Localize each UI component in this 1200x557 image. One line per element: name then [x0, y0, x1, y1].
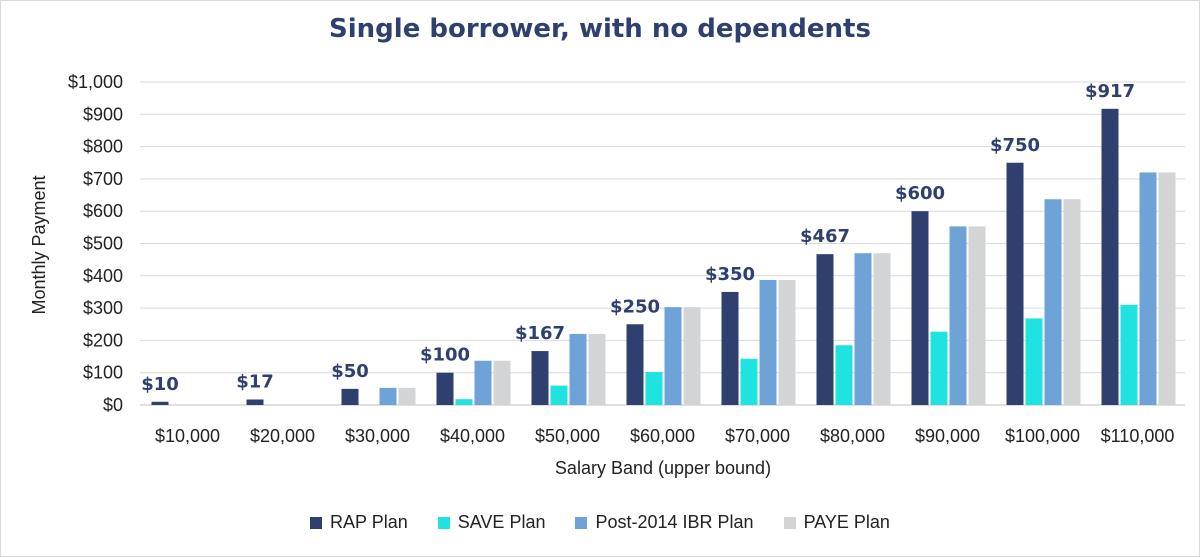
x-tick-label: $60,000 — [630, 426, 695, 446]
bar-post-2014-ibr-plan — [664, 307, 682, 405]
data-label: $167 — [515, 323, 565, 344]
x-tick-label: $20,000 — [250, 426, 315, 446]
x-tick-label: $100,000 — [1005, 426, 1080, 446]
x-axis-ticks: $10,000 $20,000 $30,000 $40,000 $50,000 $60,0… — [155, 426, 1174, 446]
bar-save-plan — [930, 331, 948, 405]
bar-paye-plan — [683, 307, 701, 405]
x-tick-label: $40,000 — [440, 426, 505, 446]
y-axis-title: Monthly Payment — [29, 175, 49, 314]
bar-paye-plan — [778, 279, 796, 405]
bar-save-plan — [1120, 304, 1138, 405]
y-tick-label: $200 — [83, 330, 123, 350]
bar-paye-plan — [398, 387, 416, 405]
legend-item: SAVE Plan — [437, 512, 546, 533]
bar-paye-plan — [968, 226, 986, 405]
bar-post-2014-ibr-plan — [854, 253, 872, 405]
bar-rap-plan — [436, 372, 454, 405]
chart-title: Single borrower, with no dependents — [329, 14, 871, 44]
data-labels: $10 $17 $50 $100 $167 $250 $350 $467 $600 $750 $91… — [141, 81, 1135, 395]
y-tick-label: $900 — [83, 104, 123, 124]
x-tick-label: $10,000 — [155, 426, 220, 446]
x-tick-label: $30,000 — [345, 426, 410, 446]
bar-paye-plan — [588, 333, 606, 405]
x-tick-label: $70,000 — [725, 426, 790, 446]
bar-save-plan — [645, 372, 663, 405]
legend-item: RAP Plan — [310, 512, 408, 533]
x-tick-label: $50,000 — [535, 426, 600, 446]
y-tick-label: $800 — [83, 137, 123, 157]
legend-label: Post-2014 IBR Plan — [595, 512, 754, 532]
y-tick-label: $1,000 — [68, 72, 123, 92]
bar-rap-plan — [721, 291, 739, 405]
bar-rap-plan — [246, 399, 264, 405]
y-tick-label: $100 — [83, 363, 123, 383]
data-label: $467 — [800, 226, 850, 247]
bar-rap-plan — [626, 324, 644, 405]
x-axis-title: Salary Band (upper bound) — [555, 458, 771, 478]
bars — [151, 108, 1176, 406]
bar-paye-plan — [1158, 172, 1176, 405]
bar-post-2014-ibr-plan — [474, 360, 492, 405]
x-tick-label: $110,000 — [1101, 426, 1175, 446]
data-label: $50 — [331, 361, 369, 382]
legend-swatch — [310, 516, 323, 529]
y-tick-label: $300 — [83, 298, 123, 318]
data-label: $600 — [895, 183, 945, 204]
bar-save-plan — [455, 399, 473, 405]
data-label: $100 — [420, 345, 470, 366]
bar-post-2014-ibr-plan — [1044, 199, 1062, 405]
bar-save-plan — [835, 345, 853, 405]
bar-save-plan — [740, 358, 758, 405]
y-tick-label: $400 — [83, 266, 123, 286]
y-tick-label: $0 — [103, 395, 123, 415]
data-label: $250 — [610, 296, 660, 317]
data-label: $750 — [990, 135, 1040, 156]
bar-paye-plan — [493, 360, 511, 405]
bar-paye-plan — [1063, 199, 1081, 405]
bar-rap-plan — [341, 388, 359, 405]
bar-post-2014-ibr-plan — [379, 387, 397, 405]
data-label: $350 — [705, 264, 755, 285]
legend-swatch — [783, 516, 796, 529]
bar-rap-plan — [1101, 108, 1119, 406]
y-axis-ticks: $0 $100 $200 $300 $400 $500 $600 $700 $800 $900 $1… — [68, 72, 123, 415]
data-label: $917 — [1085, 81, 1135, 102]
legend-label: RAP Plan — [330, 512, 408, 532]
bar-save-plan — [550, 385, 568, 405]
y-tick-label: $500 — [83, 234, 123, 254]
bar-rap-plan — [151, 401, 169, 405]
legend: RAP Plan SAVE Plan Post-2014 IBR Plan PAYE … — [0, 512, 1200, 533]
bar-rap-plan — [531, 351, 549, 405]
legend-item: PAYE Plan — [783, 512, 890, 533]
data-label: $17 — [236, 372, 274, 393]
legend-label: PAYE Plan — [803, 512, 890, 532]
bar-rap-plan — [816, 254, 834, 405]
bar-rap-plan — [1006, 162, 1024, 405]
bar-post-2014-ibr-plan — [759, 279, 777, 405]
legend-item: Post-2014 IBR Plan — [575, 512, 754, 533]
legend-label: SAVE Plan — [457, 512, 546, 532]
bar-post-2014-ibr-plan — [949, 226, 967, 405]
data-label: $10 — [141, 374, 179, 395]
bar-post-2014-ibr-plan — [1139, 172, 1157, 405]
y-tick-label: $600 — [83, 201, 123, 221]
legend-swatch — [575, 516, 588, 529]
x-tick-label: $90,000 — [915, 426, 980, 446]
bar-post-2014-ibr-plan — [569, 333, 587, 405]
legend-swatch — [437, 516, 450, 529]
y-tick-label: $700 — [83, 169, 123, 189]
bar-paye-plan — [873, 253, 891, 405]
bar-save-plan — [1025, 318, 1043, 405]
x-tick-label: $80,000 — [820, 426, 885, 446]
bar-rap-plan — [911, 211, 929, 405]
